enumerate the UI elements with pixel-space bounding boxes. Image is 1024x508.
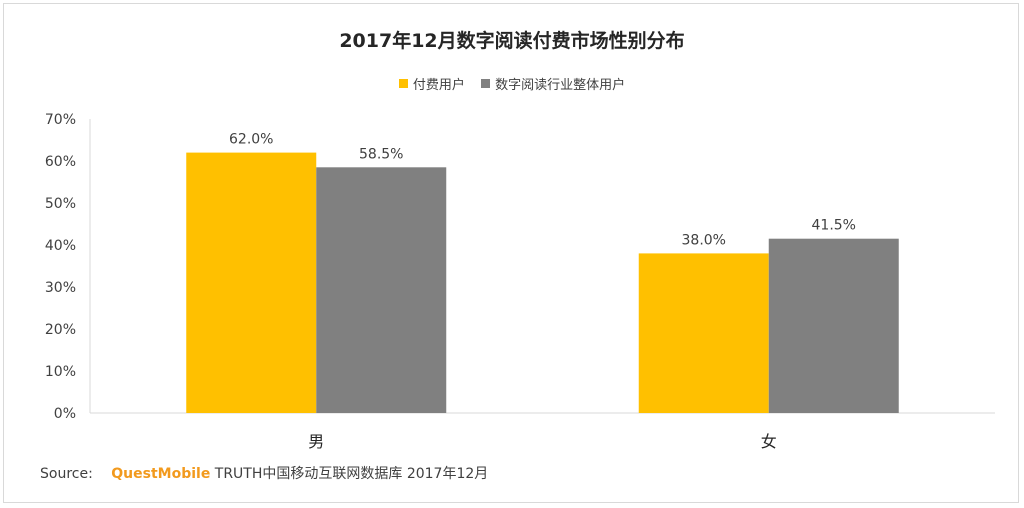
legend-swatch-all-users (481, 79, 491, 88)
y-tick-label: 20% (45, 322, 76, 338)
legend-item-paid-users: 付费用户 (398, 74, 465, 93)
x-category-label: 男 (308, 432, 324, 451)
legend: 付费用户 数字阅读行业整体用户 (0, 74, 1024, 93)
y-tick-label: 40% (45, 238, 76, 254)
source-note: Source: QuestMobile TRUTH中国移动互联网数据库 2017… (40, 463, 488, 483)
source-text: TRUTH中国移动互联网数据库 2017年12月 (214, 466, 489, 482)
y-tick-label: 30% (45, 280, 76, 296)
y-tick-label: 50% (45, 196, 76, 212)
chart-title: 2017年12月数字阅读付费市场性别分布 (339, 30, 685, 52)
data-label: 41.5% (812, 218, 856, 234)
y-tick-label: 0% (54, 406, 76, 422)
data-label: 62.0% (229, 132, 273, 148)
legend-swatch-paid-users (398, 79, 408, 88)
source-brand: QuestMobile (111, 466, 211, 482)
legend-item-all-users: 数字阅读行业整体用户 (481, 74, 625, 93)
x-category-label: 女 (761, 432, 777, 451)
y-tick-label: 70% (45, 112, 76, 128)
bar (186, 152, 317, 413)
y-tick-label: 60% (45, 154, 76, 170)
bar (638, 253, 769, 413)
legend-label-all-users: 数字阅读行业整体用户 (495, 78, 626, 93)
data-label: 38.0% (682, 232, 726, 248)
bar (316, 167, 447, 413)
y-tick-label: 10% (45, 364, 76, 380)
legend-label-paid-users: 付费用户 (412, 78, 465, 93)
data-label: 58.5% (359, 146, 403, 162)
bar (768, 238, 899, 413)
source-prefix: Source: (40, 466, 93, 482)
